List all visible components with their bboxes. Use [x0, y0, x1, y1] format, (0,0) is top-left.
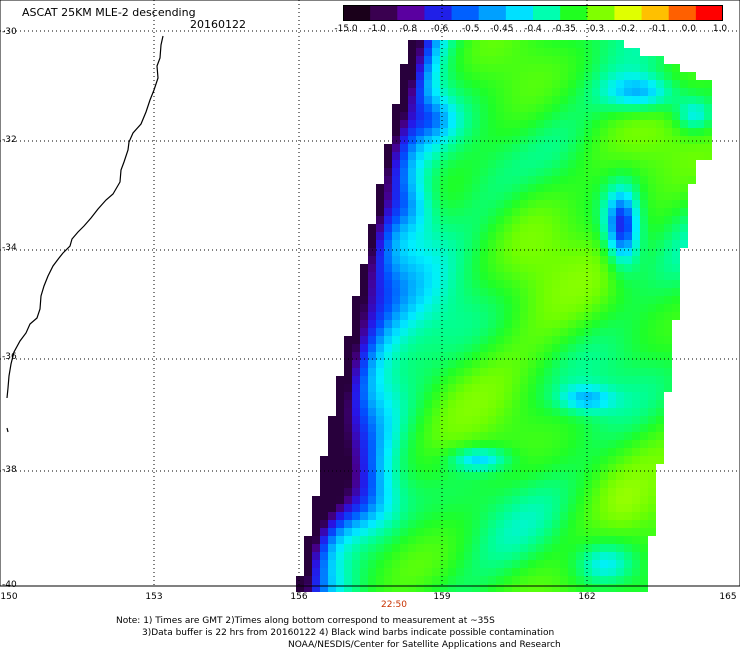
grid-lines [0, 0, 740, 586]
lat-label: -34 [2, 243, 17, 253]
colorbar-swatch [343, 5, 371, 21]
colorbar-swatch [397, 5, 426, 21]
colorbar-swatch [451, 5, 480, 21]
lat-label: -40 [2, 580, 17, 590]
colorbar [343, 5, 723, 21]
note-line-1: Note: 1) Times are GMT 2)Times along bot… [116, 616, 495, 626]
colorbar-tick-label: -1.0 [368, 24, 386, 34]
colorbar-tick-label: -0.3 [586, 24, 605, 34]
note-line-3: NOAA/NESDIS/Center for Satellite Applica… [288, 640, 561, 650]
lon-label: 165 [719, 592, 737, 602]
colorbar-swatch [695, 5, 723, 21]
lon-label: 159 [433, 592, 451, 602]
lat-label: -32 [2, 135, 17, 145]
colorbar-tick-label: -0.5 [461, 24, 480, 34]
colorbar-swatch [505, 5, 534, 21]
colorbar-tick-label: -0.1 [648, 24, 667, 34]
lat-label: -30 [2, 27, 17, 37]
lon-label: 153 [145, 592, 163, 602]
colorbar-swatch [370, 5, 398, 21]
swath-data [296, 40, 712, 592]
colorbar-swatch [614, 5, 643, 21]
colorbar-swatch [668, 5, 697, 21]
coastline [6, 35, 164, 433]
colorbar-tick-label: -0.6 [430, 24, 449, 34]
colorbar-swatch [478, 5, 507, 21]
colorbar-swatch [560, 5, 588, 21]
colorbar-swatch [533, 5, 561, 21]
colorbar-swatch [424, 5, 453, 21]
lon-label: 150 [0, 592, 18, 602]
colorbar-tick-label: -15.0 [334, 24, 358, 34]
colorbar-tick-label: 0.0 [681, 24, 696, 34]
colorbar-tick-label: -0.35 [552, 24, 576, 34]
lat-label: -38 [2, 465, 17, 475]
time-label: 22:50 [381, 600, 407, 610]
colorbar-tick-label: -0.4 [524, 24, 542, 34]
lon-label: 156 [290, 592, 308, 602]
note-line-2: 3)Data buffer is 22 hrs from 20160122 4)… [142, 628, 555, 638]
map-date: 20160122 [190, 18, 246, 31]
colorbar-tick-label: -0.8 [399, 24, 418, 34]
colorbar-swatch [641, 5, 670, 21]
colorbar-tick-label: -0.2 [617, 24, 636, 34]
colorbar-swatch [587, 5, 616, 21]
colorbar-tick-label: 1.0 [712, 24, 728, 34]
lon-label: 162 [578, 592, 596, 602]
lat-label: -36 [2, 352, 17, 362]
map-title: ASCAT 25KM MLE-2 descending [22, 6, 196, 19]
colorbar-tick-label: -0.45 [490, 24, 514, 34]
swath-map [0, 0, 740, 592]
